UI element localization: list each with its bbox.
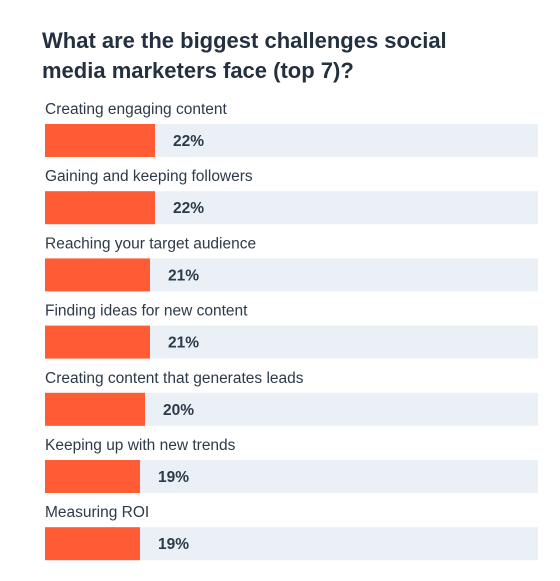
value-label: 20% [163, 402, 194, 419]
value-label: 22% [173, 200, 204, 217]
category-label: Creating content that generates leads [45, 370, 304, 387]
bar [45, 460, 140, 493]
category-label: Finding ideas for new content [45, 303, 248, 320]
chart-title: What are the biggest challenges social m… [42, 28, 447, 83]
category-label: Reaching your target audience [45, 235, 256, 252]
value-label: 21% [168, 267, 199, 284]
bar [45, 527, 140, 561]
bar [45, 124, 155, 157]
value-label: 19% [158, 469, 189, 486]
bar [45, 191, 155, 225]
category-label: Gaining and keeping followers [45, 168, 253, 185]
value-label: 22% [173, 133, 204, 150]
category-label: Keeping up with new trends [45, 437, 236, 454]
value-label: 21% [168, 335, 199, 352]
bar [45, 325, 150, 359]
category-label: Measuring ROI [45, 504, 149, 521]
bar [45, 392, 145, 426]
category-label: Creating engaging content [45, 101, 228, 118]
value-label: 19% [158, 536, 189, 553]
bar [45, 258, 150, 292]
